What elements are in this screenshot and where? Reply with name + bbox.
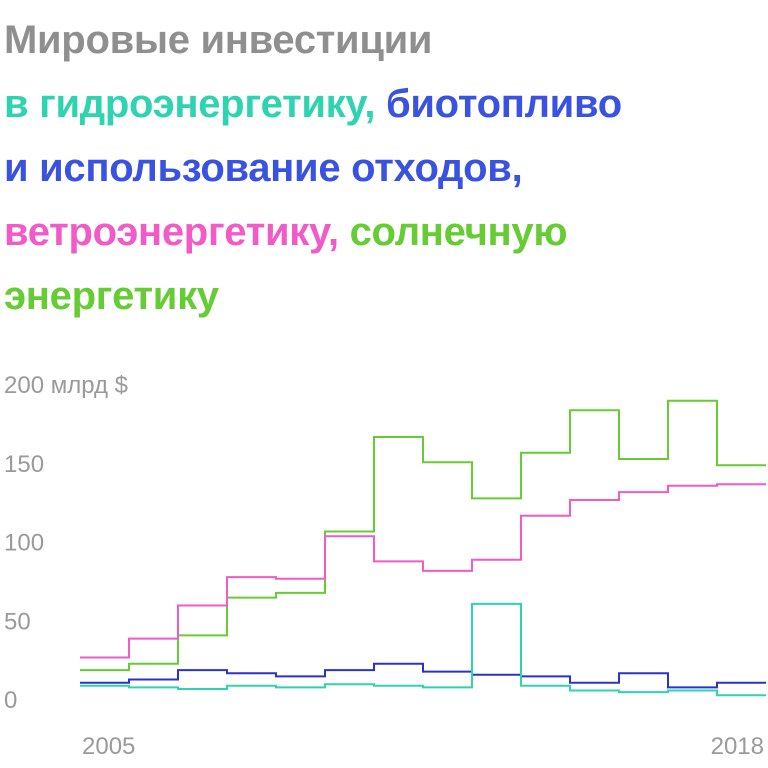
chart-title: Мировые инвестиции в гидроэнергетику, би… xyxy=(4,8,764,328)
title-line-5: энергетику xyxy=(4,264,764,328)
series-line-solar xyxy=(80,399,766,672)
series-line-hydro xyxy=(80,602,766,697)
title-part-energy: энергетику xyxy=(4,274,219,318)
title-line-1: Мировые инвестиции xyxy=(4,8,764,72)
title-part-hydro: в гидроэнергетику, xyxy=(4,82,376,126)
y-tick-label: 200 млрд $ xyxy=(4,372,128,399)
y-tick-label: 150 xyxy=(4,451,44,478)
y-tick-label: 100 xyxy=(4,530,44,557)
title-part-waste: и использование отходов, xyxy=(4,146,523,190)
title-line-3: и использование отходов, xyxy=(4,136,764,200)
y-tick-label: 50 xyxy=(4,608,31,635)
series-layer xyxy=(80,399,766,697)
x-axis-ticks: 2005 2018 xyxy=(82,733,764,760)
y-tick-label: 0 xyxy=(4,687,17,714)
title-part-investments: Мировые инвестиции xyxy=(4,18,433,62)
title-part-biofuel: биотопливо xyxy=(385,82,622,126)
title-line-2: в гидроэнергетику, биотопливо xyxy=(4,72,764,136)
series-line-wind xyxy=(80,483,766,659)
x-tick-label: 2005 xyxy=(82,733,135,760)
title-part-wind: ветроэнергетику, xyxy=(4,210,339,254)
title-line-4: ветроэнергетику, солнечную xyxy=(4,200,764,264)
y-axis-ticks: 0 50 100 150 200 млрд $ xyxy=(4,372,128,714)
series-line-biofuels xyxy=(80,662,766,689)
x-tick-label: 2018 xyxy=(711,733,764,760)
title-part-solar: солнечную xyxy=(349,210,568,254)
